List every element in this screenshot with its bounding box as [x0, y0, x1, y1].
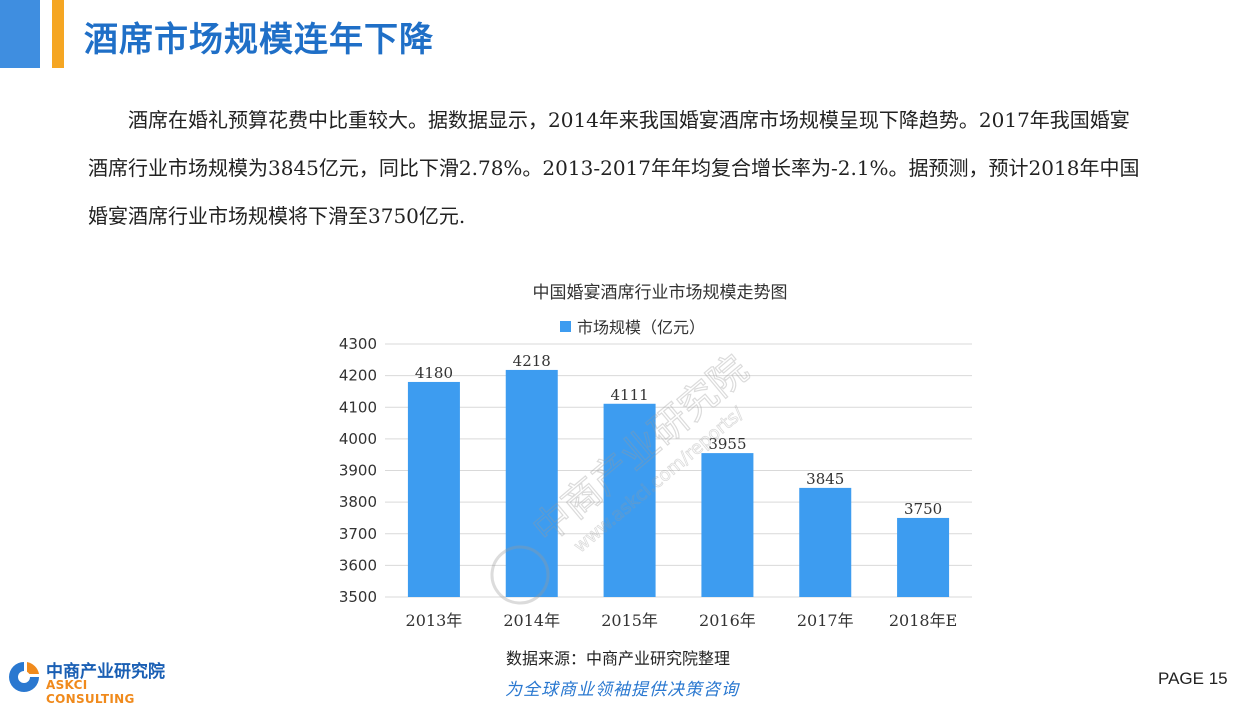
slogan: 为全球商业领袖提供决策咨询: [505, 680, 739, 700]
y-tick-label: 4300: [339, 335, 377, 353]
logo-icon: [9, 662, 39, 692]
chart-title: 中国婚宴酒席行业市场规模走势图: [532, 283, 788, 303]
data-label: 4218: [513, 352, 551, 370]
bar: [701, 453, 754, 597]
y-tick-label: 3500: [339, 588, 377, 606]
y-tick-label: 3800: [339, 493, 377, 511]
data-label: 3750: [904, 500, 942, 518]
bar: [505, 369, 558, 597]
legend-swatch: [560, 320, 571, 332]
data-label: 4180: [415, 364, 453, 382]
title-accent-orange: [52, 0, 64, 68]
y-tick-label: 3900: [339, 462, 377, 480]
y-tick-label: 4000: [339, 430, 377, 448]
x-tick-label: 2013年: [406, 611, 463, 630]
page-title: 酒席市场规模连年下降: [84, 20, 434, 60]
bar: [603, 403, 656, 597]
y-tick-label: 3700: [339, 525, 377, 543]
data-source: 数据来源：中商产业研究院整理: [506, 649, 731, 668]
page-number: PAGE 15: [1158, 669, 1228, 688]
y-tick-label: 3600: [339, 556, 377, 574]
intro-paragraph: 酒席在婚礼预算花费中比重较大。据数据显示，2014年来我国婚宴酒席市场规模呈现下…: [88, 108, 1140, 228]
bar: [799, 487, 852, 597]
y-tick-label: 4100: [339, 398, 377, 416]
x-tick-label: 2014年: [503, 611, 560, 630]
bar: [897, 517, 950, 597]
y-tick-label: 4200: [339, 367, 377, 385]
legend-label: 市场规模（亿元）: [577, 318, 706, 337]
watermark-logo-icon: [490, 545, 550, 605]
data-label: 3955: [708, 435, 746, 453]
x-tick-label: 2015年: [601, 611, 658, 630]
logo-name-cn: 中商产业研究院: [46, 662, 165, 682]
data-label: 4111: [610, 386, 648, 404]
x-tick-label: 2016年: [699, 611, 756, 630]
bar: [407, 381, 460, 597]
data-label: 3845: [806, 470, 844, 488]
company-logo: 中商产业研究院 ASKCI CONSULTING: [6, 657, 176, 706]
x-tick-label: 2017年: [797, 611, 854, 630]
title-accent-blue: [0, 0, 40, 68]
logo-name-en: ASKCI CONSULTING: [46, 678, 135, 706]
chart-legend: 市场规模（亿元）: [560, 314, 705, 338]
x-tick-label: 2018年E: [889, 611, 957, 630]
